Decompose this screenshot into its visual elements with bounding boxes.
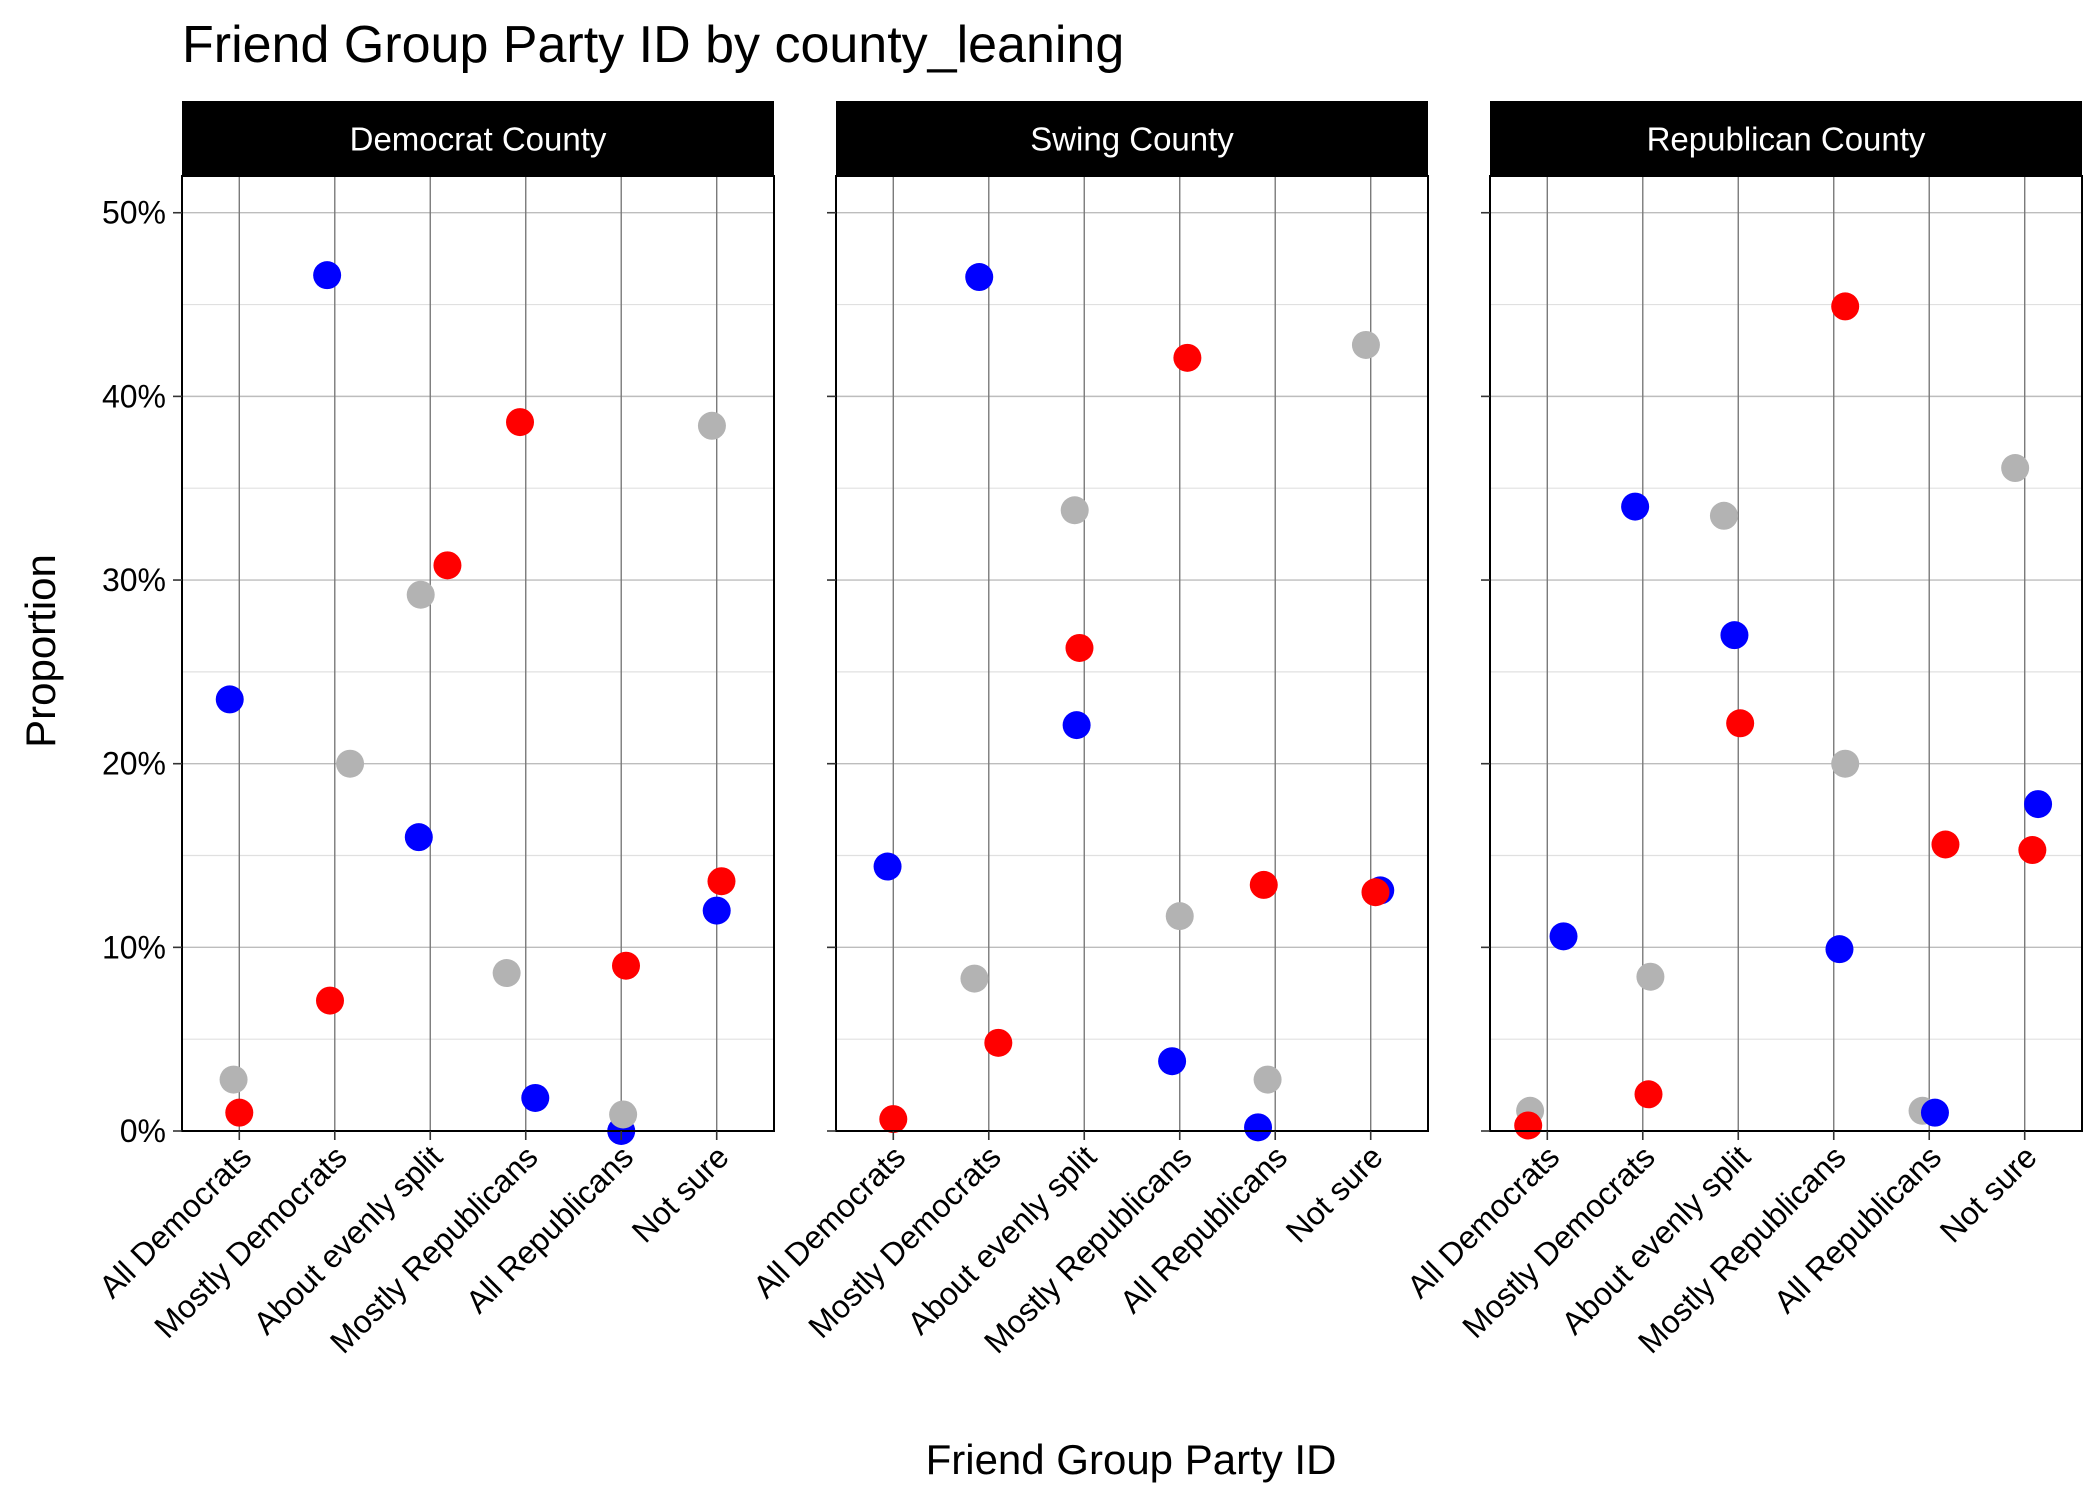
data-point	[1825, 935, 1854, 964]
data-point	[1249, 870, 1278, 899]
y-axis-title: Proportion	[17, 554, 64, 748]
data-point	[697, 411, 726, 440]
data-point	[1831, 749, 1860, 778]
chart-title: Friend Group Party ID by county_leaning	[182, 16, 1124, 74]
data-point	[433, 551, 462, 580]
data-point	[506, 408, 535, 437]
data-point	[984, 1028, 1013, 1057]
data-point	[1065, 633, 1094, 662]
data-point	[1636, 962, 1665, 991]
data-point	[2018, 836, 2047, 865]
data-point	[1709, 501, 1738, 530]
data-point	[1244, 1113, 1273, 1142]
facet-strip	[182, 101, 774, 176]
data-point	[702, 896, 731, 925]
data-point	[1514, 1111, 1543, 1140]
data-point	[1726, 709, 1755, 738]
data-point	[1720, 621, 1749, 650]
data-point	[1062, 711, 1091, 740]
y-tick-label: 40%	[102, 378, 166, 414]
data-point	[404, 823, 433, 852]
facet-strip-label: Democrat County	[350, 121, 607, 158]
data-point	[1173, 343, 1202, 372]
data-point	[1158, 1047, 1187, 1076]
data-point	[336, 749, 365, 778]
data-point	[406, 580, 435, 609]
data-point	[313, 261, 342, 290]
data-point	[1920, 1098, 1949, 1127]
y-tick-label: 20%	[102, 746, 166, 782]
data-point	[1549, 922, 1578, 951]
data-point	[2001, 454, 2030, 483]
data-point	[960, 964, 989, 993]
data-point	[1931, 830, 1960, 859]
data-point	[1253, 1065, 1282, 1094]
data-point	[492, 959, 521, 988]
panel-border	[181, 175, 775, 1132]
data-point	[215, 685, 244, 714]
x-axis-title: Friend Group Party ID	[926, 1436, 1337, 1483]
panel-border	[835, 175, 1429, 1132]
y-tick-label: 10%	[102, 929, 166, 965]
data-point	[1165, 902, 1194, 931]
data-point	[1060, 496, 1089, 525]
data-point	[609, 1100, 638, 1129]
data-point	[612, 951, 640, 980]
data-point	[521, 1083, 550, 1112]
data-point	[1351, 330, 1380, 359]
data-point	[1831, 292, 1860, 321]
y-tick-label: 30%	[102, 562, 166, 598]
panel-border	[1489, 175, 2083, 1132]
facet-strip	[1490, 101, 2082, 176]
y-tick-label: 0%	[120, 1113, 166, 1149]
facet-strip	[836, 101, 1428, 176]
data-point	[225, 1098, 254, 1127]
facet-strip-label: Republican County	[1647, 121, 1926, 158]
data-point	[1361, 878, 1390, 907]
data-point	[965, 263, 994, 292]
data-point	[219, 1065, 248, 1094]
data-point	[316, 986, 344, 1015]
data-point	[1634, 1080, 1663, 1109]
data-point	[879, 1105, 908, 1134]
data-point	[707, 867, 736, 896]
data-point	[2024, 790, 2053, 819]
y-tick-label: 50%	[102, 195, 166, 231]
facet-strip-label: Swing County	[1030, 121, 1234, 158]
data-point	[873, 852, 902, 881]
data-point	[1621, 492, 1650, 521]
